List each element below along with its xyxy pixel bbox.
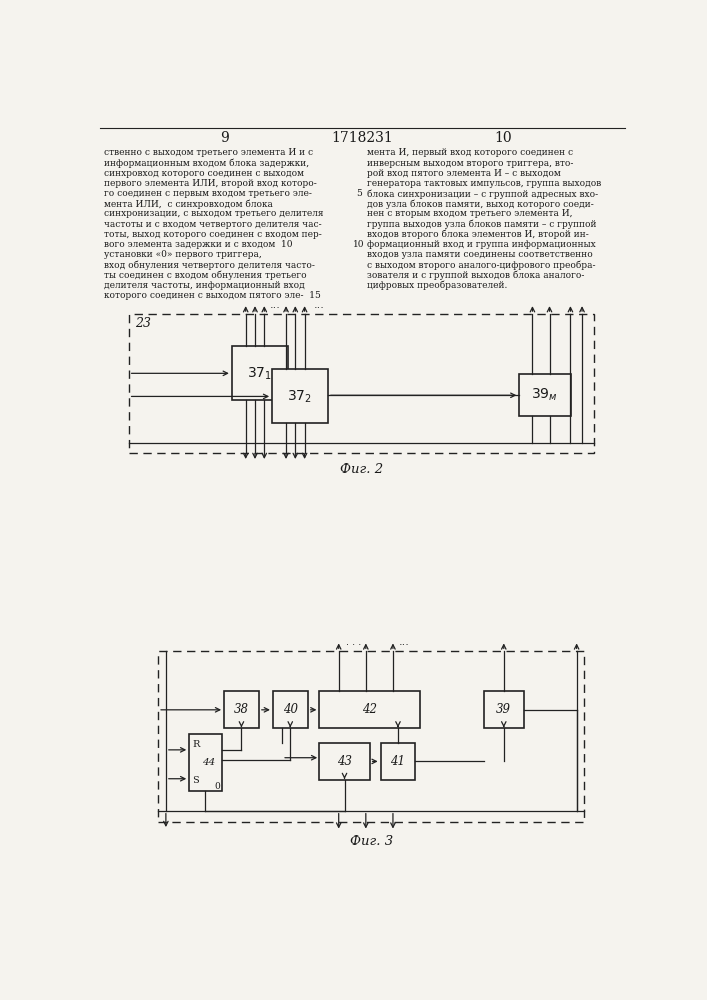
Text: 10: 10 bbox=[494, 131, 512, 145]
Text: 42: 42 bbox=[362, 703, 378, 716]
Text: генератора тактовых импульсов, группа выходов: генератора тактовых импульсов, группа вы… bbox=[368, 179, 602, 188]
Text: Фиг. 2: Фиг. 2 bbox=[339, 463, 382, 476]
Text: дов узла блоков памяти, выход которого соеди-: дов узла блоков памяти, выход которого с… bbox=[368, 199, 594, 209]
Text: 39: 39 bbox=[496, 703, 511, 716]
Text: установки «0» первого триггера,: установки «0» первого триггера, bbox=[104, 250, 262, 259]
Text: 0: 0 bbox=[214, 782, 220, 791]
Bar bbox=[189, 734, 222, 791]
Text: 10: 10 bbox=[353, 240, 365, 249]
Bar bbox=[484, 691, 524, 728]
Text: ты соединен с входом обнуления третьего: ты соединен с входом обнуления третьего bbox=[104, 270, 307, 280]
Text: с выходом второго аналого-цифрового преобра-: с выходом второго аналого-цифрового прео… bbox=[368, 260, 596, 270]
Text: рой вход пятого элемента И – с выходом: рой вход пятого элемента И – с выходом bbox=[368, 169, 561, 178]
Bar bbox=[232, 346, 288, 400]
Text: блока синхронизации – с группой адресных вхо-: блока синхронизации – с группой адресных… bbox=[368, 189, 599, 199]
Text: информационным входом блока задержки,: информационным входом блока задержки, bbox=[104, 159, 309, 168]
Bar bbox=[272, 369, 328, 423]
Text: $37_1$: $37_1$ bbox=[247, 365, 272, 382]
Text: тоты, выход которого соединен с входом пер-: тоты, выход которого соединен с входом п… bbox=[104, 230, 322, 239]
Text: первого элемента ИЛИ, второй вход которо-: первого элемента ИЛИ, второй вход которо… bbox=[104, 179, 317, 188]
Text: зователя и с группой выходов блока аналого-: зователя и с группой выходов блока анало… bbox=[368, 270, 585, 280]
Text: 5: 5 bbox=[356, 189, 362, 198]
Text: Фиг. 3: Фиг. 3 bbox=[350, 835, 393, 848]
Text: входов второго блока элементов И, второй ин-: входов второго блока элементов И, второй… bbox=[368, 230, 589, 239]
Text: формационный вход и группа информационных: формационный вход и группа информационны… bbox=[368, 240, 596, 249]
Text: 41: 41 bbox=[390, 755, 406, 768]
Text: 23: 23 bbox=[135, 317, 151, 330]
Text: входов узла памяти соединены соответственно: входов узла памяти соединены соответстве… bbox=[368, 250, 593, 259]
Text: синхронизации, с выходом третьего делителя: синхронизации, с выходом третьего делите… bbox=[104, 209, 323, 218]
Text: 1718231: 1718231 bbox=[331, 131, 393, 145]
Bar bbox=[129, 314, 594, 453]
Text: $37_2$: $37_2$ bbox=[288, 388, 312, 405]
Text: цифровых преобразователей.: цифровых преобразователей. bbox=[368, 281, 508, 290]
Text: синхровход которого соединен с выходом: синхровход которого соединен с выходом bbox=[104, 169, 304, 178]
Bar bbox=[518, 374, 571, 416]
Text: мента И, первый вход которого соединен с: мента И, первый вход которого соединен с bbox=[368, 148, 573, 157]
Text: 43: 43 bbox=[337, 755, 352, 768]
Text: нен с вторым входом третьего элемента И,: нен с вторым входом третьего элемента И, bbox=[368, 209, 573, 218]
Bar bbox=[273, 691, 308, 728]
Text: вход обнуления четвертого делителя часто-: вход обнуления четвертого делителя часто… bbox=[104, 260, 315, 270]
Text: R: R bbox=[192, 740, 199, 749]
Text: группа выходов узла блоков памяти – с группой: группа выходов узла блоков памяти – с гр… bbox=[368, 220, 597, 229]
Text: инверсным выходом второго триггера, вто-: инверсным выходом второго триггера, вто- bbox=[368, 159, 574, 168]
Text: 44: 44 bbox=[202, 758, 215, 767]
Bar bbox=[158, 651, 585, 822]
Text: ...: ... bbox=[314, 300, 325, 310]
Text: го соединен с первым входом третьего эле-: го соединен с первым входом третьего эле… bbox=[104, 189, 312, 198]
Text: ...: ... bbox=[399, 637, 410, 647]
Text: S: S bbox=[192, 776, 199, 785]
Text: мента ИЛИ,  с синхровходом блока: мента ИЛИ, с синхровходом блока bbox=[104, 199, 273, 209]
Text: 38: 38 bbox=[234, 703, 249, 716]
Text: вого элемента задержки и с входом  10: вого элемента задержки и с входом 10 bbox=[104, 240, 293, 249]
Bar bbox=[320, 743, 370, 780]
Text: которого соединен с выходом пятого эле-  15: которого соединен с выходом пятого эле- … bbox=[104, 291, 321, 300]
Text: ...: ... bbox=[269, 300, 281, 310]
Bar bbox=[320, 691, 420, 728]
Text: $39_м$: $39_м$ bbox=[532, 387, 559, 403]
Text: 9: 9 bbox=[221, 131, 229, 145]
Text: ственно с выходом третьего элемента И и с: ственно с выходом третьего элемента И и … bbox=[104, 148, 313, 157]
Bar bbox=[224, 691, 259, 728]
Text: частоты и с входом четвертого делителя час-: частоты и с входом четвертого делителя ч… bbox=[104, 220, 322, 229]
Bar bbox=[380, 743, 416, 780]
Text: 40: 40 bbox=[283, 703, 298, 716]
Text: . . .: . . . bbox=[346, 637, 362, 647]
Text: делителя частоты, информационный вход: делителя частоты, информационный вход bbox=[104, 281, 305, 290]
